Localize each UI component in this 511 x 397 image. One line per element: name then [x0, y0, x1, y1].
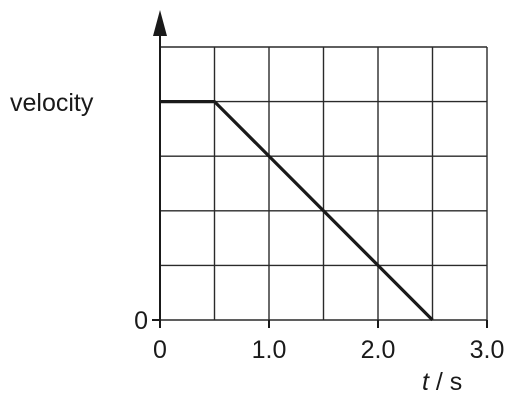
- series: [160, 99, 434, 322]
- x-axis-label-separator: /: [429, 368, 450, 396]
- x-tick-label: 2.0: [361, 336, 396, 364]
- grid: [160, 46, 488, 321]
- x-tick-label: 1.0: [252, 336, 287, 364]
- x-tick-label: 3.0: [470, 336, 505, 364]
- ticks: 0 1.0 2.0 3.0 0: [134, 307, 504, 364]
- y-tick-label: 0: [134, 307, 148, 335]
- x-axis-label-unit: s: [450, 368, 463, 396]
- y-axis-label: velocity: [10, 89, 94, 117]
- x-axis-label: t / s: [422, 368, 462, 396]
- axes: [153, 10, 167, 320]
- x-tick-label: 0: [153, 336, 167, 364]
- y-axis-arrowhead: [153, 10, 167, 36]
- velocity-line: [160, 99, 434, 322]
- x-axis-label-variable: t: [422, 368, 430, 396]
